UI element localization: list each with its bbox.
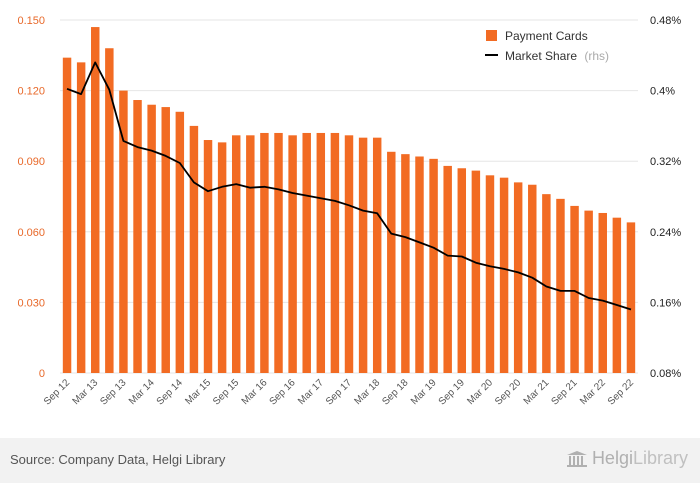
right-tick-label: 0.48% xyxy=(650,15,681,27)
bar xyxy=(105,48,114,374)
bar xyxy=(626,222,636,373)
bar xyxy=(161,107,170,373)
x-tick-label: Sep 18 xyxy=(380,377,410,407)
bar xyxy=(133,100,142,373)
x-tick-label: Mar 18 xyxy=(353,377,383,407)
bar xyxy=(372,137,382,373)
bar xyxy=(330,132,340,373)
library-building-icon xyxy=(566,450,587,467)
left-axis-ticks: 0 0.030 0.060 0.090 0.120 0.150 xyxy=(17,15,45,380)
bar xyxy=(147,104,156,373)
footer: Source: Company Data, Helgi Library Helg… xyxy=(0,438,700,483)
x-tick-label: Mar 15 xyxy=(183,377,213,407)
bar xyxy=(302,132,311,373)
bar xyxy=(62,57,72,374)
x-tick-label: Sep 15 xyxy=(211,377,241,407)
bar xyxy=(288,135,297,373)
bar xyxy=(387,151,396,373)
x-tick-label: Mar 22 xyxy=(578,377,608,407)
legend-label-market-share: Market Share (rhs) xyxy=(505,49,609,63)
legend: Payment Cards Market Share (rhs) xyxy=(485,29,609,63)
bar xyxy=(542,194,551,373)
left-tick-label: 0.090 xyxy=(17,156,45,168)
bar xyxy=(612,217,622,373)
bar xyxy=(471,170,481,373)
bar xyxy=(316,132,326,373)
x-tick-label: Sep 22 xyxy=(606,377,636,407)
bar xyxy=(119,90,128,373)
bar xyxy=(570,205,579,373)
x-tick-label: Sep 14 xyxy=(155,377,185,407)
brand-logo: Helgi Library xyxy=(566,448,688,469)
bar xyxy=(429,158,438,373)
left-tick-label: 0.060 xyxy=(17,227,45,239)
x-tick-label: Sep 20 xyxy=(493,377,523,407)
bar xyxy=(260,132,269,373)
legend-label-market-share-name: Market Share xyxy=(505,49,577,63)
x-tick-label: Sep 19 xyxy=(437,377,467,407)
bar xyxy=(91,27,100,374)
right-tick-label: 0.16% xyxy=(650,297,681,309)
x-tick-label: Mar 13 xyxy=(71,377,101,407)
bar xyxy=(175,111,185,373)
bar xyxy=(189,125,199,374)
x-tick-label: Mar 21 xyxy=(522,377,552,407)
right-tick-label: 0.4% xyxy=(650,86,675,98)
bar xyxy=(401,154,410,373)
x-tick-label: Sep 21 xyxy=(549,377,579,407)
bar xyxy=(274,132,283,373)
left-tick-label: 0.150 xyxy=(17,15,45,27)
source-text: Source: Company Data, Helgi Library xyxy=(10,452,226,467)
market-share-line xyxy=(66,61,632,311)
bar xyxy=(203,140,213,373)
x-tick-label: Mar 17 xyxy=(296,377,326,407)
x-tick-label: Sep 16 xyxy=(268,377,298,407)
legend-label-market-share-suffix: (rhs) xyxy=(584,49,609,63)
x-tick-label: Mar 14 xyxy=(127,377,157,407)
left-tick-label: 0.030 xyxy=(17,297,45,309)
x-tick-label: Mar 20 xyxy=(465,377,495,407)
bar xyxy=(443,165,452,373)
bar xyxy=(584,210,593,373)
right-axis-ticks: 0.08% 0.16% 0.24% 0.32% 0.4% 0.48% xyxy=(650,15,681,380)
bar xyxy=(598,212,607,373)
x-tick-label: Sep 12 xyxy=(42,377,72,407)
right-tick-label: 0.08% xyxy=(650,368,681,380)
legend-swatch-payment-cards xyxy=(486,30,497,41)
x-tick-label: Mar 16 xyxy=(240,377,270,407)
right-tick-label: 0.32% xyxy=(650,156,681,168)
bar xyxy=(457,168,467,373)
brand-name: Helgi xyxy=(591,448,633,468)
x-tick-label: Sep 17 xyxy=(324,377,354,407)
bar xyxy=(556,198,565,373)
legend-label-payment-cards: Payment Cards xyxy=(505,29,588,43)
bar xyxy=(415,156,424,373)
bar xyxy=(528,184,537,373)
bar xyxy=(344,135,354,373)
brand-name-light: Library xyxy=(632,448,688,468)
bar xyxy=(76,62,86,374)
bar-series-payment-cards xyxy=(62,27,636,374)
left-tick-label: 0 xyxy=(39,368,45,380)
right-tick-label: 0.24% xyxy=(650,227,681,239)
bar xyxy=(485,175,495,373)
x-tick-label: Sep 13 xyxy=(98,377,128,407)
bar xyxy=(499,177,509,373)
bar xyxy=(358,137,368,373)
chart: 0 0.030 0.060 0.090 0.120 0.150 0.08% 0.16% 0.2… xyxy=(17,15,681,408)
bar xyxy=(513,182,523,373)
bar xyxy=(231,135,241,373)
left-tick-label: 0.120 xyxy=(17,86,45,98)
bar xyxy=(246,135,255,373)
line-series-market-share xyxy=(66,61,632,311)
x-tick-label: Mar 19 xyxy=(409,377,439,407)
bar xyxy=(217,142,227,373)
